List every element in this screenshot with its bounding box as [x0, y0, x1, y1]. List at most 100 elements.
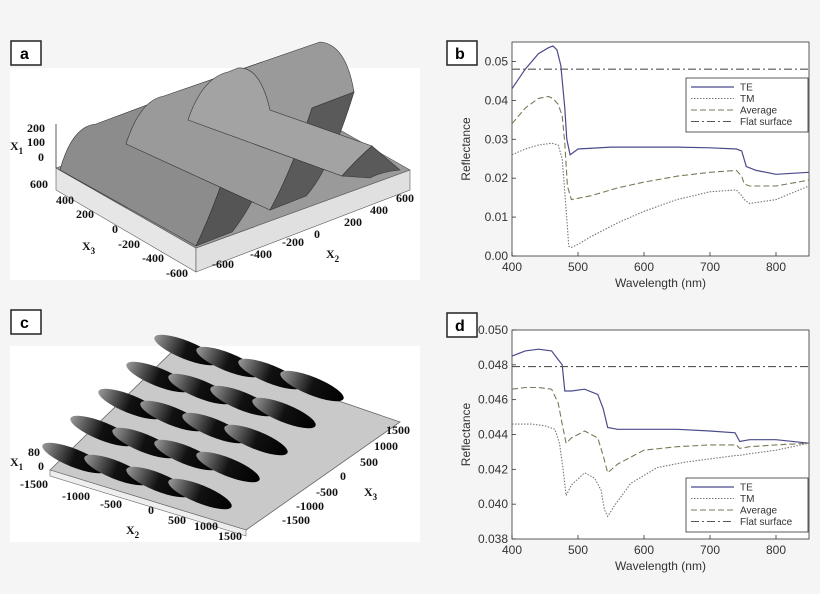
surface-c-x3-ticks: 1500 1000 500 0 -500 -1000 -1500 — [282, 423, 410, 527]
surface-c-x3-tick: -1500 — [282, 513, 310, 527]
surface-c-x3-tick: 0 — [340, 469, 346, 483]
panel-a-label: a — [20, 46, 29, 63]
surface-c-x2-tick: 1500 — [218, 529, 242, 543]
y-tick-label: 0.046 — [478, 393, 508, 407]
surface-a-x2-tick: 600 — [396, 191, 414, 205]
y-tick-label: 0.042 — [478, 462, 508, 476]
x-tick-label: 500 — [568, 543, 588, 557]
surface-a-x2-tick: 400 — [370, 203, 388, 217]
x-tick-label: 500 — [568, 260, 588, 274]
surface-a-x3-tick: 600 — [30, 177, 48, 191]
surface-c-x2-ticks: -1500 -1000 -500 0 500 1000 1500 — [20, 477, 242, 543]
surface-a-x2-tick: 0 — [314, 227, 320, 241]
x-tick-label: 800 — [766, 260, 786, 274]
x-tick-label: 400 — [502, 260, 522, 274]
surface-a-x2-label: X2 — [326, 247, 340, 264]
panel-b-label-box — [446, 40, 478, 66]
legend-label: Flat surface — [740, 517, 793, 528]
surface-c-x3-tick: -1000 — [296, 499, 324, 513]
y-axis-title: Reflectance — [459, 402, 473, 466]
y-tick-label: 0.00 — [485, 249, 509, 263]
surface-c-x3-label: X3 — [364, 485, 378, 502]
surface-c-x2-tick: 500 — [168, 513, 186, 527]
surface-c-x1-label: X1 — [10, 455, 24, 472]
series-line-te — [511, 348, 810, 444]
chart-b: 0.00 0.01 0.02 0.03 0.04 0.05 400 500 600 700 800 W… — [459, 41, 810, 290]
surface-a-x3-ticks: 600 400 200 0 -200 -400 -600 — [30, 177, 188, 280]
surface-a-ridges — [59, 41, 401, 247]
surface-c-x2-tick: -1500 — [20, 477, 48, 491]
y-tick-label: 0.048 — [478, 358, 508, 372]
surface-a-x1-label: X1 — [10, 139, 24, 156]
surface-c-blob — [196, 451, 260, 483]
series-line-tm — [512, 423, 810, 518]
y-tick-label: 0.01 — [485, 210, 509, 224]
x-tick-label: 400 — [502, 543, 522, 557]
surface-a-x1-tick-200: 200 — [27, 121, 45, 135]
y-tick-label: 0.040 — [478, 497, 508, 511]
surface-c-blobs — [42, 334, 344, 510]
legend-label: Average — [740, 506, 778, 517]
surface-c-x2-label: X2 — [126, 523, 140, 540]
x-tick-label: 700 — [700, 543, 720, 557]
surface-a-x1-tick-0: 0 — [38, 150, 44, 164]
surface-c-x1-tick-80: 80 — [28, 445, 40, 459]
surface-c-blob — [280, 370, 344, 402]
panel-b-label: b — [455, 46, 465, 63]
ridge-3-face — [341, 145, 401, 179]
x-axis-title: Wavelength (nm) — [615, 276, 706, 290]
surface-a-x3-label: X3 — [82, 239, 96, 256]
legend-label: Flat surface — [740, 117, 793, 128]
y-tick-label: 0.050 — [478, 323, 508, 337]
y-axis-title: Reflectance — [459, 117, 473, 181]
series-line-average — [511, 386, 810, 474]
series-line-average — [511, 95, 810, 201]
y-tick-label: 0.044 — [478, 428, 508, 442]
surface-a-x3-tick: -200 — [118, 237, 140, 251]
legend-label: Average — [740, 106, 778, 117]
panel-c-label-box — [10, 309, 42, 335]
panel-d-label-box — [446, 312, 478, 338]
panel-c: c 80 0 X1 -1500 -1000 -500 0 500 1000 15… — [10, 309, 420, 543]
surface-a-x3-tick: -400 — [142, 251, 164, 265]
legend-label: TM — [740, 94, 754, 105]
surface-c-x2-tick: 1000 — [194, 519, 218, 533]
surface-a-x3-tick: 200 — [76, 207, 94, 221]
legend-label: TM — [740, 494, 754, 505]
y-tick-label: 0.03 — [485, 132, 509, 146]
surface-c-x2-tick: -1000 — [62, 489, 90, 503]
plot-area — [511, 41, 810, 257]
surface-a-x2-tick: -400 — [250, 247, 272, 261]
surface-a-x2-tick: -600 — [212, 257, 234, 271]
x-tick-label: 600 — [634, 260, 654, 274]
panel-a-label-box — [10, 40, 42, 66]
x-tick-label: 700 — [700, 260, 720, 274]
legend-label: TE — [740, 83, 753, 94]
surface-c-x1-tick-0: 0 — [38, 459, 44, 473]
surface-a-x1-tick-100: 100 — [27, 135, 45, 149]
surface-a-x2-tick: 200 — [344, 215, 362, 229]
surface-c-edge — [49, 469, 247, 537]
x-axis-title: Wavelength (nm) — [615, 559, 706, 573]
y-tick-label: 0.02 — [485, 171, 509, 185]
surface-c-x3-tick: 500 — [360, 455, 378, 469]
surface-a-x2-ticks: -600 -400 -200 0 200 400 600 — [212, 191, 414, 271]
panel-a: a 200 100 0 X1 600 400 200 0 -200 -400 — [10, 40, 420, 280]
legend-box — [685, 477, 809, 533]
surface-c-blob — [168, 478, 232, 510]
surface-c-x2-tick: -500 — [100, 497, 122, 511]
x-tick-label: 600 — [634, 543, 654, 557]
surface-a-x3-tick: -600 — [166, 266, 188, 280]
surface-c-x2-tick: 0 — [148, 503, 154, 517]
surface-a-x2-tick: -200 — [282, 235, 304, 249]
surface-a-x3-tick: 0 — [112, 222, 118, 236]
surface-c-x3-tick: 1500 — [386, 423, 410, 437]
y-tick-label: 0.04 — [485, 93, 509, 107]
surface-c-blob — [252, 397, 316, 429]
chart-d: 0.038 0.040 0.042 0.044 0.046 0.048 0.050 400 50… — [459, 323, 810, 573]
y-tick-label: 0.05 — [485, 54, 509, 68]
x-tick-label: 800 — [766, 543, 786, 557]
panel-c-label: c — [20, 315, 29, 332]
surface-c-blob — [224, 424, 288, 456]
